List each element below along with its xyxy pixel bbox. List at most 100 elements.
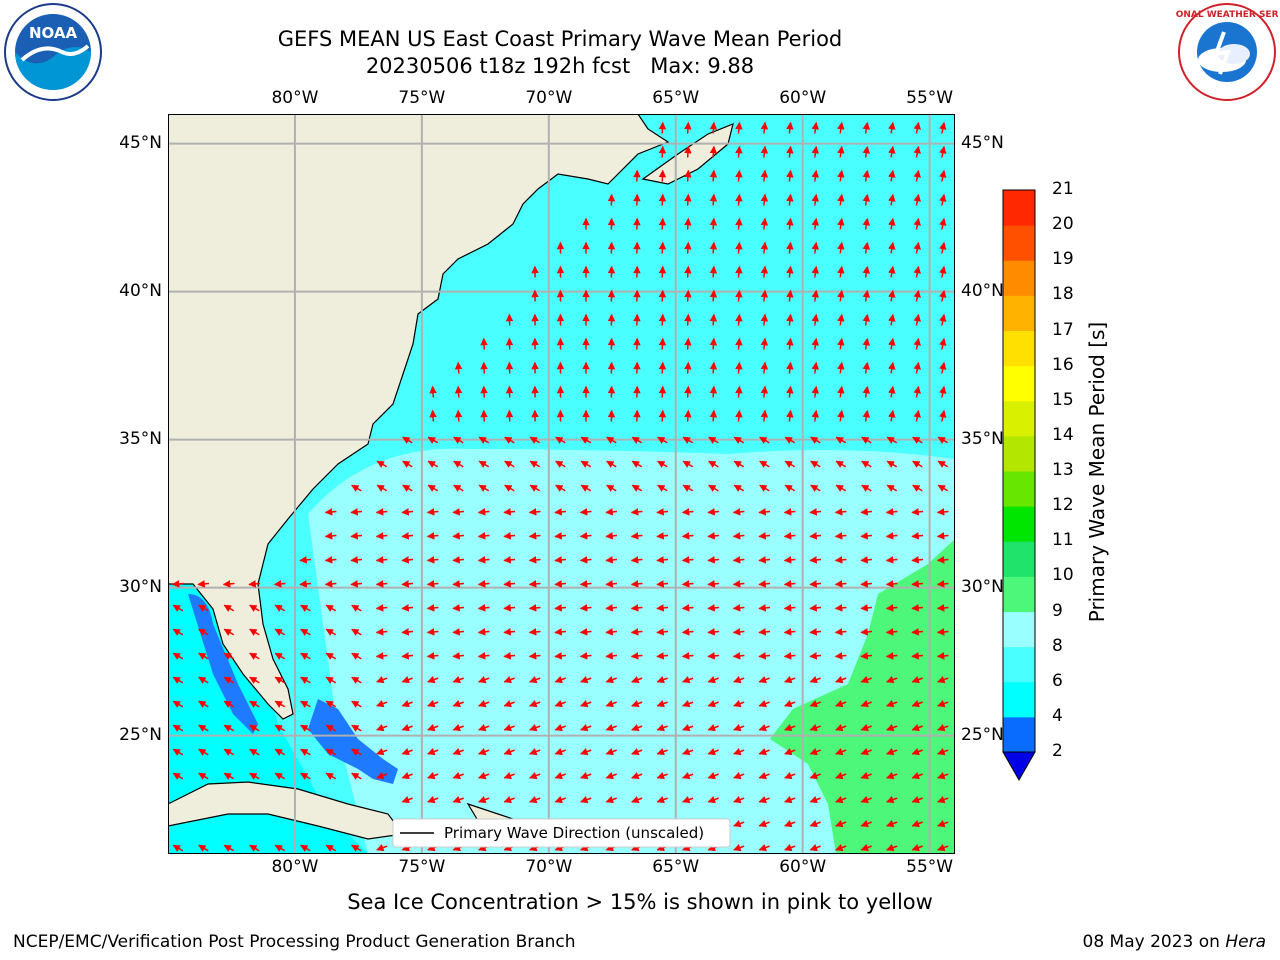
wave-arrow bbox=[503, 700, 515, 708]
wave-arrow bbox=[631, 796, 643, 804]
wave-arrow bbox=[684, 217, 692, 230]
wave-arrow bbox=[888, 289, 896, 302]
wave-arrow bbox=[478, 796, 490, 804]
wave-arrow bbox=[886, 796, 898, 804]
wave-arrow bbox=[579, 532, 592, 540]
wave-arrow bbox=[886, 484, 898, 492]
wave-arrow bbox=[555, 460, 566, 468]
wave-arrow bbox=[454, 361, 463, 374]
wave-arrow bbox=[939, 241, 947, 254]
wave-arrow bbox=[862, 145, 871, 158]
wave-arrow bbox=[758, 604, 771, 612]
wave-arrow bbox=[351, 676, 362, 684]
wave-arrow bbox=[834, 580, 847, 588]
wave-arrow bbox=[452, 700, 464, 708]
wave-arrow bbox=[707, 748, 719, 756]
colorbar-segment bbox=[1003, 716, 1035, 753]
wave-arrow bbox=[937, 700, 949, 708]
ocean-period-2-4-bahamas bbox=[308, 699, 398, 784]
wave-arrow bbox=[605, 580, 618, 588]
wave-arrow bbox=[681, 556, 694, 564]
wave-arrow bbox=[681, 604, 694, 612]
colorbar-tick-label: 11 bbox=[1052, 530, 1074, 551]
wave-arrow bbox=[862, 361, 871, 374]
wave-arrow bbox=[886, 436, 898, 444]
colorbar-tick-label: 2 bbox=[1052, 741, 1063, 761]
wave-arrow bbox=[375, 628, 388, 636]
wave-arrow bbox=[886, 748, 898, 756]
wave-arrow bbox=[658, 313, 667, 326]
wave-arrow bbox=[862, 337, 871, 350]
wave-arrow bbox=[503, 604, 516, 612]
wave-arrow bbox=[223, 628, 235, 636]
wave-arrow bbox=[658, 241, 667, 254]
wave-arrow bbox=[198, 772, 209, 780]
wave-arrow bbox=[835, 796, 847, 804]
wave-arrow bbox=[631, 460, 643, 468]
wave-arrow bbox=[937, 796, 949, 804]
wave-arrow bbox=[709, 265, 718, 278]
wave-arrow bbox=[605, 556, 618, 564]
wave-arrow bbox=[503, 652, 516, 660]
wave-arrow bbox=[249, 676, 260, 684]
wave-arrow bbox=[707, 508, 720, 516]
wave-arrow bbox=[786, 193, 794, 206]
wave-arrow bbox=[809, 508, 822, 516]
wave-arrow bbox=[605, 700, 617, 708]
wave-arrow bbox=[351, 724, 362, 732]
wave-arrow bbox=[554, 652, 567, 660]
wave-arrow bbox=[860, 580, 873, 588]
wave-arrow bbox=[656, 532, 669, 540]
wave-arrow bbox=[937, 484, 949, 492]
wave-arrow bbox=[835, 724, 847, 732]
wave-arrow bbox=[936, 580, 949, 588]
colorbar-segment bbox=[1003, 471, 1035, 507]
wave-arrow bbox=[223, 748, 235, 756]
wave-arrow bbox=[658, 409, 667, 422]
wave-arrow bbox=[758, 556, 771, 564]
wave-arrow bbox=[554, 724, 566, 732]
wave-arrow bbox=[401, 772, 413, 780]
wave-arrow bbox=[784, 796, 796, 804]
wave-arrow bbox=[274, 772, 286, 780]
wave-arrow bbox=[324, 580, 337, 588]
wave-arrow bbox=[452, 628, 465, 636]
colorbar-segment bbox=[1003, 330, 1035, 367]
wave-arrow bbox=[606, 436, 617, 444]
wave-arrow bbox=[837, 361, 845, 374]
wave-arrow bbox=[939, 169, 947, 182]
wave-arrow bbox=[682, 700, 694, 708]
wave-arrow bbox=[760, 169, 769, 182]
wave-arrow bbox=[707, 604, 720, 612]
wave-arrow bbox=[427, 748, 439, 756]
wave-arrow bbox=[809, 580, 822, 588]
wave-arrow bbox=[375, 508, 388, 516]
wave-arrow bbox=[223, 844, 235, 852]
wave-arrow bbox=[834, 628, 847, 636]
wave-arrow bbox=[656, 652, 669, 660]
wave-arrow bbox=[837, 169, 845, 182]
wave-arrow bbox=[860, 532, 873, 540]
wave-arrow bbox=[913, 409, 921, 422]
wave-arrow bbox=[300, 604, 311, 612]
tick-label: 40°N bbox=[119, 280, 162, 301]
wave-arrow bbox=[528, 532, 541, 540]
wave-arrow bbox=[733, 748, 745, 756]
wave-arrow bbox=[860, 772, 872, 780]
wave-arrow bbox=[198, 748, 209, 756]
wave-arrow bbox=[707, 724, 719, 732]
wave-arrow bbox=[809, 796, 821, 804]
wave-arrow bbox=[888, 241, 896, 254]
wave-arrow bbox=[429, 385, 437, 398]
wave-arrow bbox=[860, 796, 872, 804]
wave-arrow bbox=[735, 313, 743, 326]
wave-arrow bbox=[402, 460, 413, 468]
wave-arrow bbox=[554, 796, 566, 804]
wave-arrow bbox=[913, 145, 921, 158]
wave-arrow bbox=[784, 484, 796, 492]
wave-arrow bbox=[911, 556, 924, 564]
wave-arrow bbox=[656, 556, 669, 564]
wave-arrow bbox=[657, 484, 668, 492]
wave-arrow bbox=[885, 652, 898, 660]
wave-arrow bbox=[911, 580, 924, 588]
